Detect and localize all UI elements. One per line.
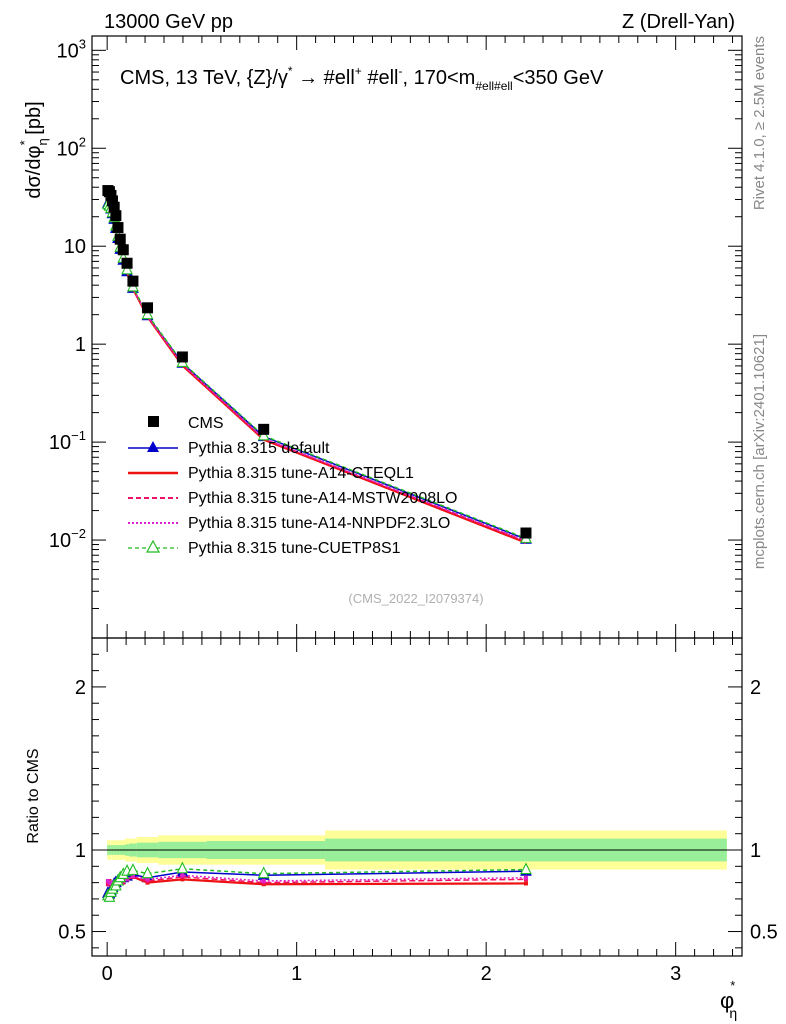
- main-y-tick-label: 10: [64, 236, 86, 258]
- ratio-point-nnpdf: [523, 875, 528, 880]
- main-y-tick-label: 102: [57, 134, 86, 160]
- ratio-axis-ticks: 0.5 0.5 1 1 2 2 0 1 2 3: [58, 638, 778, 985]
- main-point-data: [110, 210, 122, 222]
- ylabel-sub: η: [35, 138, 50, 145]
- main-point-data: [127, 275, 139, 287]
- main-y-tick-label-exponent: 2: [79, 134, 86, 149]
- plot-title-sub: #ell#ell: [475, 79, 512, 93]
- main-y-tick-label-base: 10: [49, 432, 71, 454]
- x-tick-label: 3: [670, 963, 681, 985]
- main-y-tick-label: 10−1: [49, 428, 86, 454]
- legend-label-default: Pythia 8.315 default: [188, 440, 330, 457]
- ratio-point-nnpdf: [130, 874, 135, 879]
- legend-label-cteql1: Pythia 8.315 tune-A14-CTEQL1: [188, 465, 414, 482]
- legend-marker-cuetp8s1: [145, 539, 161, 553]
- ratio-point-nnpdf: [125, 877, 130, 882]
- ratio-y-tick-label-left: 0.5: [58, 922, 86, 944]
- plot-title-a: CMS, 13 TeV, {Z}/γ: [120, 67, 288, 89]
- main-y-tick-label-exponent: −1: [71, 428, 86, 443]
- plot-title-sup2: +: [355, 64, 362, 78]
- plot-title-d: , 170<m: [403, 67, 476, 89]
- xlabel-sub: η: [729, 1005, 737, 1021]
- ratio-point-cuetp8s1: [141, 866, 154, 879]
- plot-title-sup1: *: [288, 64, 293, 78]
- main-y-axis-label: dσ/dφη* [pb]: [17, 101, 50, 198]
- plot-title-c: #ell: [362, 67, 399, 89]
- main-point-cuetp8s1: [121, 262, 133, 275]
- main-point-data: [142, 302, 154, 314]
- ratio-y-tick-label-left: 2: [75, 677, 86, 699]
- main-point-data: [258, 423, 270, 435]
- main-y-tick-label-base: 1: [75, 334, 86, 356]
- ratio-point-nnpdf: [180, 873, 185, 878]
- plot-title-b: → #ell: [293, 67, 355, 89]
- rivet-version-label: Rivet 4.1.0, ≥ 2.5M events: [751, 36, 768, 210]
- plot-title-sup3: -: [399, 64, 403, 78]
- ratio-y-tick-label-right: 2: [750, 677, 761, 699]
- main-point-data: [112, 222, 124, 234]
- legend-marker-cms: [148, 416, 159, 427]
- main-y-tick-label: 103: [57, 36, 86, 62]
- main-point-data: [121, 257, 133, 269]
- main-y-tick-label-exponent: −2: [71, 526, 86, 541]
- ratio-data-marks: [102, 861, 532, 902]
- plot-title-e: <350 GeV: [513, 67, 604, 89]
- main-line-cuetp8s1: [107, 204, 527, 540]
- x-tick-label: 0: [102, 963, 113, 985]
- legend-label-cms: CMS: [188, 415, 224, 432]
- main-y-tick-label-base: 10: [57, 40, 79, 62]
- legend-label-mstw: Pythia 8.315 tune-A14-MSTW2008LO: [188, 490, 457, 507]
- main-y-tick-label-base: 10: [49, 530, 71, 552]
- main-y-tick-label-base: 10: [64, 236, 86, 258]
- main-point-data: [176, 351, 188, 363]
- main-line-default: [107, 202, 527, 540]
- main-point-data: [114, 233, 126, 245]
- ratio-panel: 0.5 0.5 1 1 2 2 0 1 2 3 Ratio to CMS: [25, 637, 778, 985]
- ratio-point-cuetp8s1: [257, 866, 270, 879]
- ratio-y-tick-label-left: 1: [75, 840, 86, 862]
- header-left: 13000 GeV pp: [104, 11, 233, 33]
- xlabel-sup: *: [730, 978, 735, 993]
- ratio-point-nnpdf: [145, 877, 150, 882]
- legend: CMS Pythia 8.315 default Pythia 8.315 tu…: [128, 415, 457, 557]
- main-point-data: [108, 201, 120, 213]
- main-y-tick-label: 1: [75, 334, 86, 356]
- ratio-point-nnpdf: [261, 878, 266, 883]
- x-tick-label: 2: [481, 963, 492, 985]
- ratio-point-cteql1: [180, 877, 185, 882]
- legend-label-nnpdf: Pythia 8.315 tune-A14-NNPDF2.3LO: [188, 515, 450, 532]
- main-data-marks: [102, 185, 532, 544]
- ratio-point-cuetp8s1: [176, 861, 189, 874]
- mcplots-url-label: mcplots.cern.ch [arXiv:2401.10621]: [751, 334, 768, 569]
- x-axis-label: φ* η: [720, 978, 737, 1021]
- analysis-watermark: (CMS_2022_I2079374): [348, 591, 483, 606]
- main-point-cuetp8s1: [141, 307, 154, 320]
- ratio-frame: [91, 637, 743, 957]
- main-point-data: [520, 527, 532, 539]
- ratio-y-tick-label-right: 1: [750, 840, 761, 862]
- xlabel-main: φ: [720, 988, 734, 1013]
- plot-title: CMS, 13 TeV, {Z}/γ* → #ell+ #ell-, 170<m…: [120, 64, 604, 93]
- ylabel-unit: [pb]: [23, 101, 45, 140]
- legend-label-cuetp8s1: Pythia 8.315 tune-CUETP8S1: [188, 540, 401, 557]
- ratio-point-cuetp8s1: [127, 863, 139, 875]
- main-y-tick-label: 10−2: [49, 526, 86, 552]
- main-point-data: [117, 244, 129, 256]
- ylabel-main: dσ/dφ: [23, 146, 45, 199]
- legend-marker-default: [147, 441, 159, 452]
- ylabel-sup: *: [17, 140, 32, 145]
- x-tick-label: 1: [291, 963, 302, 985]
- header-right: Z (Drell-Yan): [622, 11, 735, 33]
- main-y-tick-label-base: 10: [57, 138, 79, 160]
- ratio-y-tick-label-right: 0.5: [750, 922, 778, 944]
- main-y-tick-label-exponent: 3: [79, 36, 86, 51]
- main-point-data: [106, 195, 118, 207]
- ratio-point-cuetp8s1: [520, 862, 532, 875]
- ratio-y-axis-label: Ratio to CMS: [25, 748, 42, 843]
- ratio-point-cteql1: [523, 881, 528, 886]
